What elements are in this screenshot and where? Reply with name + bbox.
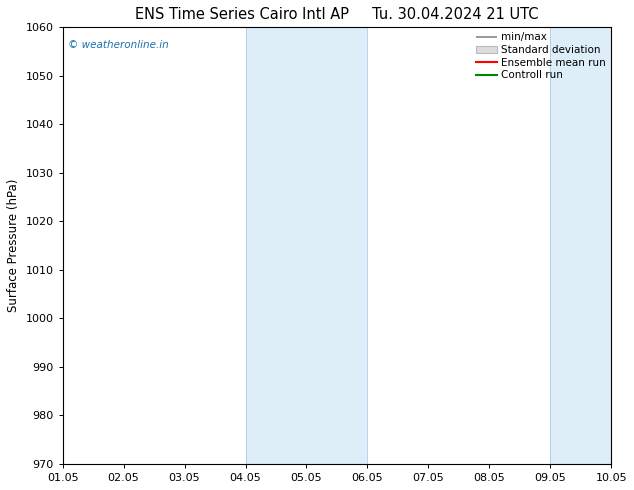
Bar xyxy=(550,27,611,464)
Legend: min/max, Standard deviation, Ensemble mean run, Controll run: min/max, Standard deviation, Ensemble me… xyxy=(474,30,608,82)
Text: © weatheronline.in: © weatheronline.in xyxy=(68,40,169,50)
Title: ENS Time Series Cairo Intl AP     Tu. 30.04.2024 21 UTC: ENS Time Series Cairo Intl AP Tu. 30.04.… xyxy=(135,7,539,22)
Y-axis label: Surface Pressure (hPa): Surface Pressure (hPa) xyxy=(7,179,20,312)
Bar xyxy=(245,27,368,464)
